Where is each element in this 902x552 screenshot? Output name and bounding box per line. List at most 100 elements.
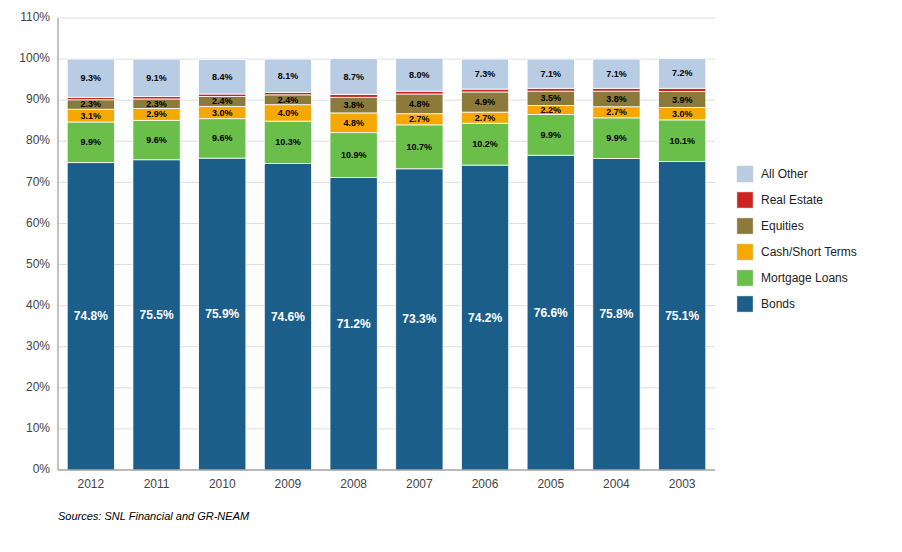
x-tick-label: 2010 bbox=[209, 477, 236, 491]
data-label: 9.6% bbox=[146, 135, 167, 145]
data-label: 7.1% bbox=[606, 69, 627, 79]
bar-segment bbox=[658, 59, 705, 89]
bar-segment bbox=[396, 94, 443, 114]
grid-line bbox=[58, 18, 715, 19]
bar-segment bbox=[593, 118, 640, 159]
data-label: 73.3% bbox=[402, 312, 436, 326]
data-label: 3.0% bbox=[672, 109, 693, 119]
data-label: 74.8% bbox=[74, 309, 108, 323]
bar-segment bbox=[264, 59, 311, 92]
bar-segment bbox=[133, 108, 180, 120]
y-tick-label: 70% bbox=[26, 175, 50, 189]
y-tick-label: 10% bbox=[26, 421, 50, 435]
bar-segment bbox=[133, 59, 180, 96]
legend-label: Cash/Short Terms bbox=[761, 245, 857, 259]
data-label: 2.7% bbox=[409, 114, 430, 124]
bar-segment bbox=[461, 112, 508, 123]
bars bbox=[67, 58, 706, 470]
bar-segment bbox=[330, 177, 377, 470]
grid-line bbox=[58, 470, 715, 471]
data-label: 74.2% bbox=[468, 311, 502, 325]
data-label: 2.9% bbox=[146, 109, 167, 119]
axes: 2012201120102009200820072006200520042003 bbox=[58, 18, 715, 491]
legend-swatch bbox=[737, 192, 753, 208]
data-label: 3.8% bbox=[343, 100, 364, 110]
data-label: 2.4% bbox=[212, 96, 233, 106]
data-label: 3.9% bbox=[672, 95, 693, 105]
bar-segment bbox=[264, 95, 311, 105]
y-axis: 0%10%20%30%40%50%60%70%80%90%100%110% bbox=[19, 10, 715, 476]
legend-swatch bbox=[737, 296, 753, 312]
bar-segment bbox=[199, 158, 246, 470]
data-label: 7.2% bbox=[672, 68, 693, 78]
data-label: 2.3% bbox=[81, 99, 102, 109]
data-label: 2.2% bbox=[540, 105, 561, 115]
data-label: 7.1% bbox=[540, 69, 561, 79]
data-label: 3.1% bbox=[81, 111, 102, 121]
bar-segment bbox=[133, 120, 180, 159]
y-tick-label: 20% bbox=[26, 380, 50, 394]
bar-segment bbox=[330, 113, 377, 133]
bar-segment bbox=[330, 133, 377, 178]
annotation: Sources: SNL Financial and GR-NEAM bbox=[58, 510, 250, 522]
data-label: 2.7% bbox=[475, 113, 496, 123]
data-label: 8.7% bbox=[343, 72, 364, 82]
x-tick-label: 2003 bbox=[669, 477, 696, 491]
data-label: 4.8% bbox=[343, 118, 364, 128]
y-tick-label: 50% bbox=[26, 257, 50, 271]
legend-swatch bbox=[737, 166, 753, 182]
legend-swatch bbox=[737, 270, 753, 286]
bar-segment bbox=[330, 94, 377, 97]
bar-segment bbox=[593, 107, 640, 118]
legend-swatch bbox=[737, 244, 753, 260]
bar-segment bbox=[461, 59, 508, 89]
bar-segment bbox=[658, 161, 705, 470]
bar-segment bbox=[133, 99, 180, 108]
x-tick-label: 2009 bbox=[275, 477, 302, 491]
bar-segment bbox=[527, 106, 574, 115]
bar-segment bbox=[67, 163, 114, 470]
bar-segment bbox=[67, 59, 114, 97]
data-label: 2.7% bbox=[606, 107, 627, 117]
data-label: 76.6% bbox=[534, 306, 568, 320]
bar-segment bbox=[658, 120, 705, 162]
data-label: 9.9% bbox=[540, 130, 561, 140]
data-label: 4.0% bbox=[278, 108, 299, 118]
data-label: 4.9% bbox=[475, 97, 496, 107]
bar-segment bbox=[396, 114, 443, 125]
bar-segment bbox=[527, 59, 574, 88]
bar-segment bbox=[461, 123, 508, 165]
data-label: 9.6% bbox=[212, 133, 233, 143]
data-label: 3.0% bbox=[212, 108, 233, 118]
data-label: 8.1% bbox=[278, 71, 299, 81]
y-tick-label: 0% bbox=[33, 462, 51, 476]
bar-segment bbox=[396, 169, 443, 470]
bar-segment bbox=[527, 88, 574, 91]
data-label: 4.8% bbox=[409, 99, 430, 109]
bar-segment bbox=[133, 160, 180, 470]
bar-segment bbox=[658, 88, 705, 91]
bar-segment bbox=[396, 91, 443, 94]
data-label: 2.4% bbox=[278, 95, 299, 105]
bar-segment bbox=[264, 121, 311, 163]
x-tick-label: 2008 bbox=[340, 477, 367, 491]
y-tick-label: 30% bbox=[26, 339, 50, 353]
data-label: 9.1% bbox=[146, 73, 167, 83]
bar-segment bbox=[658, 108, 705, 120]
data-label: 10.3% bbox=[275, 137, 301, 147]
bar-segment bbox=[67, 100, 114, 109]
y-tick-label: 110% bbox=[20, 10, 50, 24]
y-tick-label: 90% bbox=[26, 92, 50, 106]
y-tick-label: 40% bbox=[26, 298, 50, 312]
chart: 0%10%20%30%40%50%60%70%80%90%100%110%74.… bbox=[0, 0, 902, 552]
data-label: 74.6% bbox=[271, 310, 305, 324]
bar-segment bbox=[330, 97, 377, 113]
data-label: 75.5% bbox=[140, 308, 174, 322]
bar-segment bbox=[461, 165, 508, 470]
data-label: 9.9% bbox=[606, 133, 627, 143]
legend: All OtherReal EstateEquitiesCash/Short T… bbox=[737, 166, 857, 312]
legend-label: Equities bbox=[761, 219, 804, 233]
bar-segment bbox=[527, 155, 574, 470]
x-tick-label: 2011 bbox=[144, 477, 170, 491]
bar-segment bbox=[527, 91, 574, 105]
